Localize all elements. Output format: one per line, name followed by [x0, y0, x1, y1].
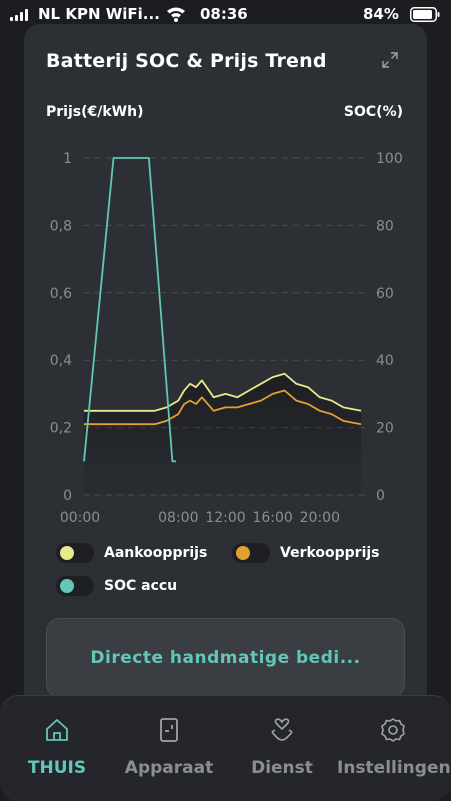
y-right-tick-label: 60 — [376, 286, 394, 302]
legend-dot — [60, 546, 74, 560]
y-right-tick-label: 40 — [376, 353, 394, 369]
legend-label: Aankoopprijs — [104, 545, 208, 561]
manual-control-button[interactable]: Directe handmatige bedi... — [46, 618, 405, 698]
nav-label: Dienst — [251, 758, 313, 778]
y-right-tick-label: 100 — [376, 151, 403, 167]
series-line-verkoopprijs — [84, 389, 362, 426]
nav-label: Instellingen — [337, 758, 451, 778]
nav-label: THUIS — [27, 758, 87, 778]
y-left-tick-label: 0,8 — [50, 218, 72, 234]
trend-chart: 0 0 0,2 20 0,4 40 0,6 60 0,8 80 1 100 00:00 08:00 12:0… — [50, 151, 403, 526]
y-right-tick-label: 20 — [376, 421, 394, 437]
series-line-aankoopprijs — [84, 372, 362, 412]
nav-item-dienst[interactable]: Dienst — [240, 696, 324, 801]
legend-toggle[interactable] — [56, 543, 94, 563]
legend-dot — [236, 546, 250, 560]
x-tick-label: 16:00 — [252, 510, 292, 526]
wifi-icon — [167, 7, 185, 22]
y-left-tick-label: 1 — [63, 151, 72, 167]
legend-toggle[interactable] — [232, 543, 270, 563]
legend-toggle[interactable] — [56, 576, 94, 596]
y-left-tick-label: 0 — [63, 488, 72, 504]
battery-icon — [410, 7, 440, 22]
left-axis-title: Prijs(€/kWh) — [46, 104, 144, 120]
x-tick-label: 12:00 — [205, 510, 245, 526]
settings-icon — [381, 718, 405, 742]
x-tick-label: 08:00 — [158, 510, 198, 526]
battery-percentage: 84% — [363, 5, 399, 23]
service-icon — [271, 718, 293, 741]
y-right-tick-label: 0 — [376, 488, 385, 504]
cellular-signal-icon — [10, 9, 32, 21]
nav-label: Apparaat — [124, 758, 214, 778]
legend-item-soc-accu[interactable]: SOC accu — [56, 576, 177, 596]
nav-item-apparaat[interactable]: Apparaat — [114, 696, 224, 801]
x-tick-label: 20:00 — [300, 510, 340, 526]
x-tick-label: 00:00 — [60, 510, 100, 526]
card-title: Batterij SOC & Prijs Trend — [46, 50, 327, 72]
legend-item-verkoopprijs[interactable]: Verkoopprijs — [232, 543, 380, 563]
expand-icon[interactable] — [382, 52, 398, 68]
status-bar: NL KPN WiFi... 08:36 84% — [0, 0, 451, 30]
carrier-name: NL KPN WiFi... — [38, 5, 160, 23]
series-line-soc-accu — [83, 157, 176, 463]
legend-label: SOC accu — [104, 578, 178, 594]
legend-dot — [60, 579, 74, 593]
y-right-tick-label: 80 — [376, 218, 394, 234]
bottom-navigation: THUIS Apparaat Dienst Instellingen — [0, 695, 451, 801]
y-left-tick-label: 0,4 — [50, 353, 72, 369]
nav-item-thuis[interactable]: THUIS — [12, 696, 102, 801]
legend-label: Verkoopprijs — [280, 545, 380, 561]
price-area-fill — [84, 373, 362, 495]
clock: 08:36 — [200, 5, 248, 23]
right-axis-title: SOC(%) — [343, 104, 403, 120]
home-icon — [46, 719, 68, 741]
device-icon — [160, 718, 178, 742]
nav-item-instellingen[interactable]: Instellingen — [337, 696, 451, 801]
y-left-tick-label: 0,2 — [50, 421, 72, 437]
battery-price-card: Batterij SOC & Prijs Trend Prijs(€/kWh) … — [24, 24, 427, 714]
y-left-tick-label: 0,6 — [50, 286, 72, 302]
legend-item-aankoopprijs[interactable]: Aankoopprijs — [56, 543, 207, 563]
